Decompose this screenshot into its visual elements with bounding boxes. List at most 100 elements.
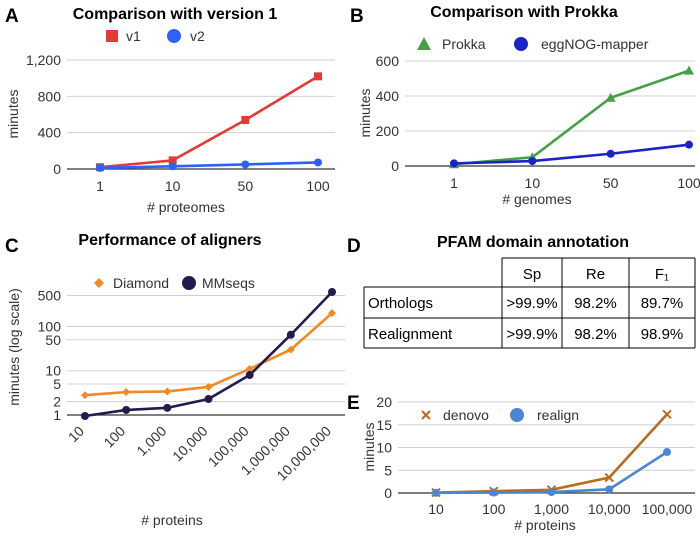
x-axis-label: # proteins bbox=[514, 517, 575, 533]
panel-letter-e: E bbox=[347, 393, 360, 414]
y-tick-label: 400 bbox=[376, 88, 400, 104]
data-point-v1 bbox=[168, 156, 177, 165]
data-point-denovo-stroke-2 bbox=[662, 409, 672, 419]
chart-title: Performance of aligners bbox=[78, 232, 261, 249]
data-point-diamond bbox=[163, 387, 172, 396]
y-tick-label: 1,200 bbox=[26, 52, 61, 68]
panel-letter-d: D bbox=[347, 236, 361, 257]
y-tick-label: 0 bbox=[384, 485, 392, 501]
y-tick-label: 500 bbox=[38, 288, 62, 304]
legend-marker-prokka bbox=[417, 37, 431, 50]
data-point-diamond bbox=[245, 364, 254, 373]
x-tick-label: 10,000 bbox=[588, 501, 631, 517]
data-point-v2 bbox=[241, 160, 250, 169]
legend-label-denovo: denovo bbox=[443, 407, 489, 423]
data-point-diamond bbox=[81, 391, 89, 400]
data-point-mmseqs bbox=[122, 405, 131, 414]
y-tick-label: 0 bbox=[53, 161, 61, 177]
y-axis-label: minutes bbox=[357, 88, 373, 137]
x-axis-label: # genomes bbox=[502, 191, 571, 207]
legend-marker-realign bbox=[510, 408, 524, 422]
legend-marker-denovo bbox=[421, 410, 431, 420]
y-tick-label: 800 bbox=[38, 88, 62, 104]
pfam-table: PFAM domain annotation Sp Re F₁ Orthologs >9… bbox=[363, 234, 696, 349]
data-point-mmseqs bbox=[328, 288, 336, 296]
panel-letter-a: A bbox=[5, 6, 19, 27]
data-point-realign bbox=[663, 448, 671, 457]
data-point-eggnog-mapper bbox=[528, 157, 537, 166]
table-header: F₁ bbox=[655, 266, 669, 283]
table-header: Sp bbox=[523, 266, 541, 283]
series-line-denovo bbox=[435, 413, 668, 494]
data-point-v1 bbox=[314, 72, 322, 81]
x-tick-label: 1 bbox=[450, 175, 458, 191]
data-point-diamond bbox=[286, 345, 295, 354]
legend-label-realign: realign bbox=[537, 407, 579, 423]
data-point-denovo-stroke-2 bbox=[604, 472, 614, 483]
table-row-label: Orthologs bbox=[368, 295, 433, 312]
y-axis-label: minutes (log scale) bbox=[6, 288, 22, 406]
series-line-prokka bbox=[453, 69, 690, 166]
y-tick-label: 5 bbox=[53, 376, 61, 392]
data-point-denovo bbox=[604, 472, 614, 483]
x-tick-label: 1,000 bbox=[534, 501, 569, 517]
x-tick-label: 1,000 bbox=[133, 423, 169, 459]
y-tick-label: 1 bbox=[53, 407, 61, 423]
x-tick-label: 50 bbox=[238, 178, 254, 194]
data-point-mmseqs bbox=[245, 371, 254, 380]
y-tick-label: 2 bbox=[53, 394, 61, 410]
x-tick-label: 10 bbox=[165, 178, 181, 194]
legend-marker-diamond bbox=[94, 278, 104, 288]
data-point-prokka bbox=[605, 92, 616, 102]
data-point-v1 bbox=[241, 115, 250, 124]
data-point-prokka bbox=[684, 65, 694, 75]
y-tick-label: 400 bbox=[38, 125, 62, 141]
data-point-mmseqs bbox=[81, 411, 89, 420]
x-axis-label: # proteins bbox=[141, 512, 202, 528]
data-point-realign bbox=[489, 488, 498, 497]
data-point-v2 bbox=[96, 163, 104, 172]
table-cell: 98.2% bbox=[574, 326, 617, 343]
legend-marker-v1 bbox=[106, 30, 118, 42]
legend-marker-eggnog-mapper bbox=[514, 37, 528, 51]
legend-marker-v2 bbox=[167, 29, 181, 43]
legend-label-v2: v2 bbox=[190, 28, 205, 44]
y-tick-label: 10 bbox=[45, 363, 61, 379]
series-line-v1 bbox=[99, 75, 319, 169]
table-cell: >99.9% bbox=[506, 295, 557, 312]
legend-label-v1: v1 bbox=[126, 28, 141, 44]
x-tick-label: 100,000 bbox=[642, 501, 693, 517]
table-title: PFAM domain annotation bbox=[437, 234, 629, 251]
y-tick-label: 0 bbox=[391, 158, 399, 174]
chart-panel-b: Comparison with Prokka 0 200 400 600 1 10 50 100… bbox=[357, 4, 700, 207]
x-tick-label: 50 bbox=[603, 175, 619, 191]
y-tick-label: 50 bbox=[45, 332, 61, 348]
table-row-label: Realignment bbox=[368, 326, 453, 343]
x-tick-label: 10 bbox=[428, 501, 444, 517]
data-point-mmseqs bbox=[286, 330, 295, 339]
chart-title: Comparison with version 1 bbox=[73, 6, 278, 23]
data-point-v2 bbox=[314, 158, 322, 167]
data-point-diamond bbox=[122, 388, 131, 397]
y-axis-label: minutes bbox=[5, 89, 21, 138]
table-cell: >99.9% bbox=[506, 326, 557, 343]
y-tick-label: 5 bbox=[384, 462, 392, 478]
y-tick-label: 20 bbox=[376, 394, 392, 410]
legend-label-prokka: Prokka bbox=[442, 36, 486, 52]
y-tick-label: 200 bbox=[376, 123, 400, 139]
table-header: Re bbox=[586, 266, 605, 283]
data-point-eggnog-mapper bbox=[685, 140, 693, 149]
data-point-v2 bbox=[168, 162, 177, 171]
legend-label-diamond: Diamond bbox=[113, 275, 169, 291]
data-point-realign bbox=[547, 488, 556, 497]
data-point-eggnog-mapper bbox=[450, 159, 458, 168]
x-tick-label: 10 bbox=[65, 423, 87, 445]
table-cell: 98.9% bbox=[641, 326, 684, 343]
y-axis-label: minutes bbox=[361, 422, 377, 471]
x-tick-label: 10 bbox=[525, 175, 541, 191]
y-tick-label: 100 bbox=[38, 318, 62, 334]
x-tick-label: 100 bbox=[306, 178, 330, 194]
x-tick-label: 100 bbox=[100, 423, 128, 451]
data-point-denovo bbox=[662, 409, 672, 419]
